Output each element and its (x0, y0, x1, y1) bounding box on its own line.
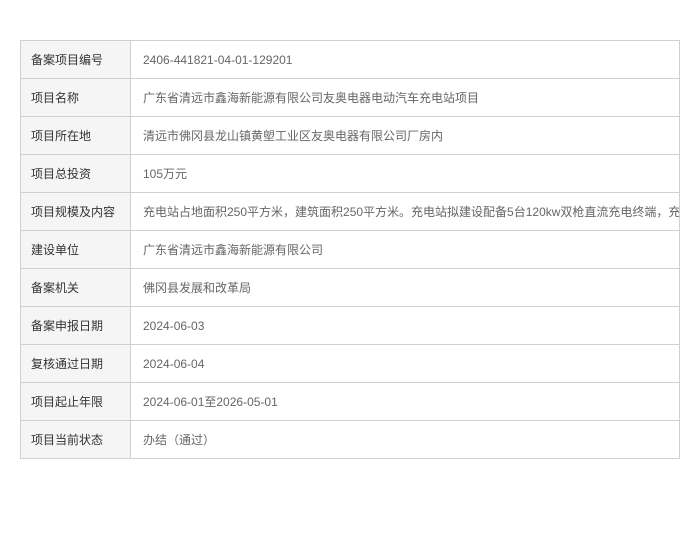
row-label-status: 项目当前状态 (21, 421, 131, 458)
row-value-review-date: 2024-06-04 (131, 345, 679, 382)
row-label-scale: 项目规模及内容 (21, 193, 131, 230)
row-value-construction-unit: 广东省清远市鑫海新能源有限公司 (131, 231, 679, 268)
row-value-project-name: 广东省清远市鑫海新能源有限公司友奥电器电动汽车充电站项目 (131, 79, 679, 116)
row-value-filing-date: 2024-06-03 (131, 307, 679, 344)
table-row: 项目所在地 清远市佛冈县龙山镇黄塱工业区友奥电器有限公司厂房内 (21, 117, 679, 155)
table-row: 项目起止年限 2024-06-01至2026-05-01 (21, 383, 679, 421)
table-row: 备案项目编号 2406-441821-04-01-129201 (21, 41, 679, 79)
row-label-filing-authority: 备案机关 (21, 269, 131, 306)
row-value-project-period: 2024-06-01至2026-05-01 (131, 383, 679, 420)
row-value-location: 清远市佛冈县龙山镇黄塱工业区友奥电器有限公司厂房内 (131, 117, 679, 154)
filing-info-table: 备案项目编号 2406-441821-04-01-129201 项目名称 广东省… (20, 40, 680, 459)
row-label-investment: 项目总投资 (21, 155, 131, 192)
table-row: 项目当前状态 办结（通过） (21, 421, 679, 458)
row-label-project-number: 备案项目编号 (21, 41, 131, 78)
row-value-project-number: 2406-441821-04-01-129201 (131, 41, 679, 78)
table-row: 复核通过日期 2024-06-04 (21, 345, 679, 383)
table-row: 项目名称 广东省清远市鑫海新能源有限公司友奥电器电动汽车充电站项目 (21, 79, 679, 117)
row-label-construction-unit: 建设单位 (21, 231, 131, 268)
row-label-project-period: 项目起止年限 (21, 383, 131, 420)
row-value-scale: 充电站占地面积250平方米，建筑面积250平方米。充电站拟建设配备5台120kw… (131, 193, 679, 230)
row-value-status: 办结（通过） (131, 421, 679, 458)
table-row: 备案申报日期 2024-06-03 (21, 307, 679, 345)
table-row: 项目总投资 105万元 (21, 155, 679, 193)
table-row: 项目规模及内容 充电站占地面积250平方米，建筑面积250平方米。充电站拟建设配… (21, 193, 679, 231)
row-value-filing-authority: 佛冈县发展和改革局 (131, 269, 679, 306)
row-value-investment: 105万元 (131, 155, 679, 192)
row-label-filing-date: 备案申报日期 (21, 307, 131, 344)
table-row: 建设单位 广东省清远市鑫海新能源有限公司 (21, 231, 679, 269)
row-label-project-name: 项目名称 (21, 79, 131, 116)
row-label-location: 项目所在地 (21, 117, 131, 154)
row-label-review-date: 复核通过日期 (21, 345, 131, 382)
table-row: 备案机关 佛冈县发展和改革局 (21, 269, 679, 307)
